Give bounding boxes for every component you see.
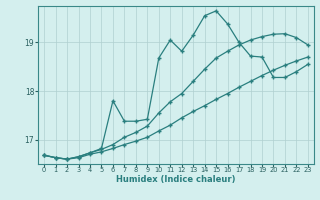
X-axis label: Humidex (Indice chaleur): Humidex (Indice chaleur): [116, 175, 236, 184]
